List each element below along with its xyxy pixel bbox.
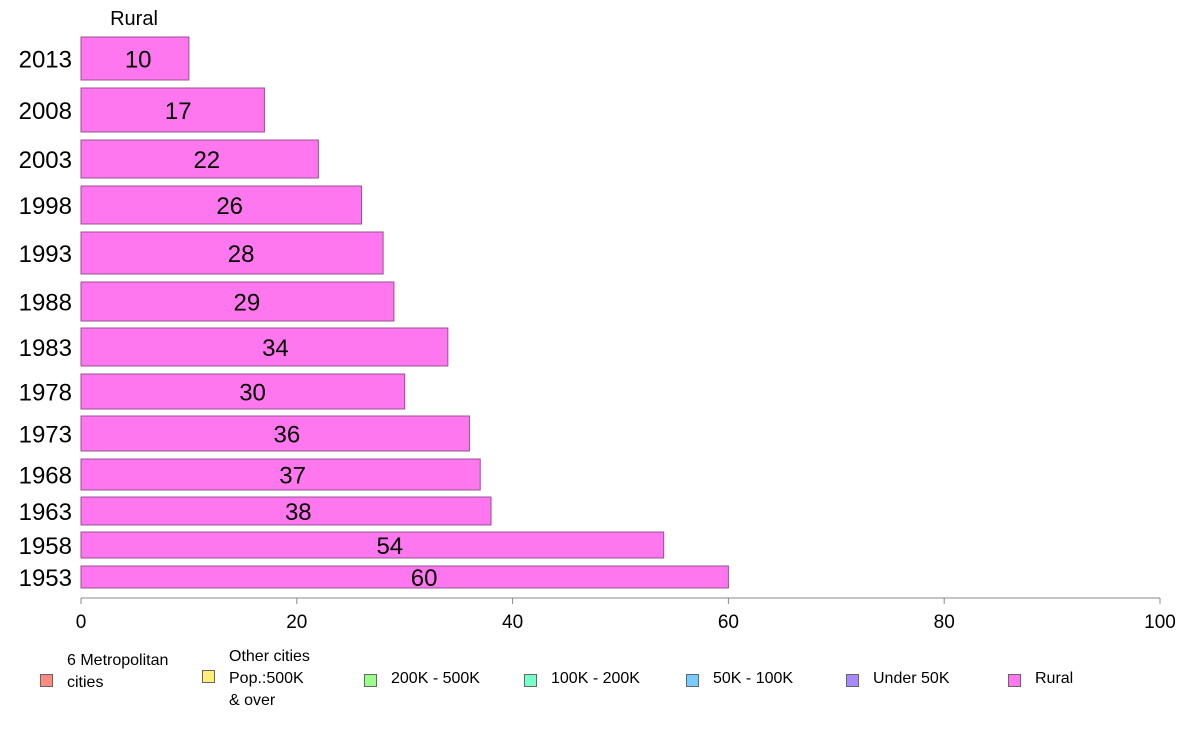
legend: 6 Metropolitan cities Other cities Pop.:… [0,648,1188,730]
legend-swatch [364,674,377,687]
legend-swatch [846,674,859,687]
legend-label: Under 50K [873,670,950,687]
legend-item-200k-500k: 200K - 500K [364,668,480,690]
value-label: 37 [279,463,306,490]
legend-item-rural: Rural [1008,668,1073,690]
bar-1953 [80,565,729,589]
bar-1963 [80,496,492,526]
bar-1958 [80,531,665,559]
value-label: 36 [274,422,301,449]
legend-item-metropolitan: 6 Metropolitan cities [40,650,168,694]
bar-1978 [80,373,406,410]
category-label: 1963 [19,499,72,526]
bar-1998 [80,185,363,225]
value-label: 34 [262,335,289,362]
value-label: 10 [125,47,152,74]
legend-item-50k-100k: 50K - 100K [686,668,793,690]
category-label: 1973 [19,422,72,449]
legend-item-under-50k: Under 50K [846,668,950,690]
x-tick-label: 60 [718,612,739,633]
bar-1973 [80,415,470,452]
legend-label: 200K - 500K [391,670,480,687]
x-tick-label: 80 [934,612,955,633]
x-tick-label: 0 [76,612,87,633]
legend-swatch [686,674,699,687]
category-label: 1993 [19,241,72,268]
legend-item-other-cities: Other cities Pop.:500K & over [202,646,310,712]
category-label: 1998 [19,193,72,220]
category-label: 1958 [19,533,72,560]
bar-chart: Rural 2013 2008 2003 1998 1993 1988 1983 1978 19… [19,8,1176,633]
bar-2008 [80,87,265,133]
bar-1993 [80,231,384,275]
legend-swatch [524,674,537,687]
x-axis-ticks: 0 20 40 60 80 100 [76,598,1176,633]
value-label: 30 [239,380,266,407]
value-label: 28 [228,241,255,268]
legend-label: Rural [1035,670,1074,687]
legend-label: 6 Metropolitan cities [67,652,169,691]
category-label: 2013 [19,47,72,74]
category-label: 2003 [19,147,72,174]
legend-item-100k-200k: 100K - 200K [524,668,640,690]
bar-1968 [80,458,481,491]
legend-swatch [202,670,215,683]
value-label: 60 [411,565,438,592]
value-label: 54 [376,533,403,560]
bar-1983 [80,327,449,367]
bars-group [80,36,729,589]
legend-swatch [1008,674,1021,687]
bar-2013 [80,36,190,81]
bar-1988 [80,281,395,322]
category-labels: 2013 2008 2003 1998 1993 1988 1983 1978 1973 1968… [19,47,72,593]
x-tick-label: 100 [1144,612,1176,633]
value-label: 26 [216,193,243,220]
value-label: 29 [233,290,260,317]
category-label: 1983 [19,335,72,362]
category-label: 1953 [19,565,72,592]
legend-swatch [40,674,53,687]
x-tick-label: 40 [502,612,523,633]
value-label: 17 [165,98,192,125]
chart-title: Rural [110,8,158,30]
value-label: 38 [285,499,312,526]
x-tick-label: 20 [286,612,307,633]
category-label: 2008 [19,98,72,125]
value-label: 22 [193,147,220,174]
bar-2003 [80,139,319,179]
category-label: 1988 [19,290,72,317]
legend-label: 100K - 200K [551,670,640,687]
category-label: 1978 [19,380,72,407]
legend-label: Other cities Pop.:500K & over [229,648,310,709]
legend-label: 50K - 100K [713,670,794,687]
category-label: 1968 [19,463,72,490]
